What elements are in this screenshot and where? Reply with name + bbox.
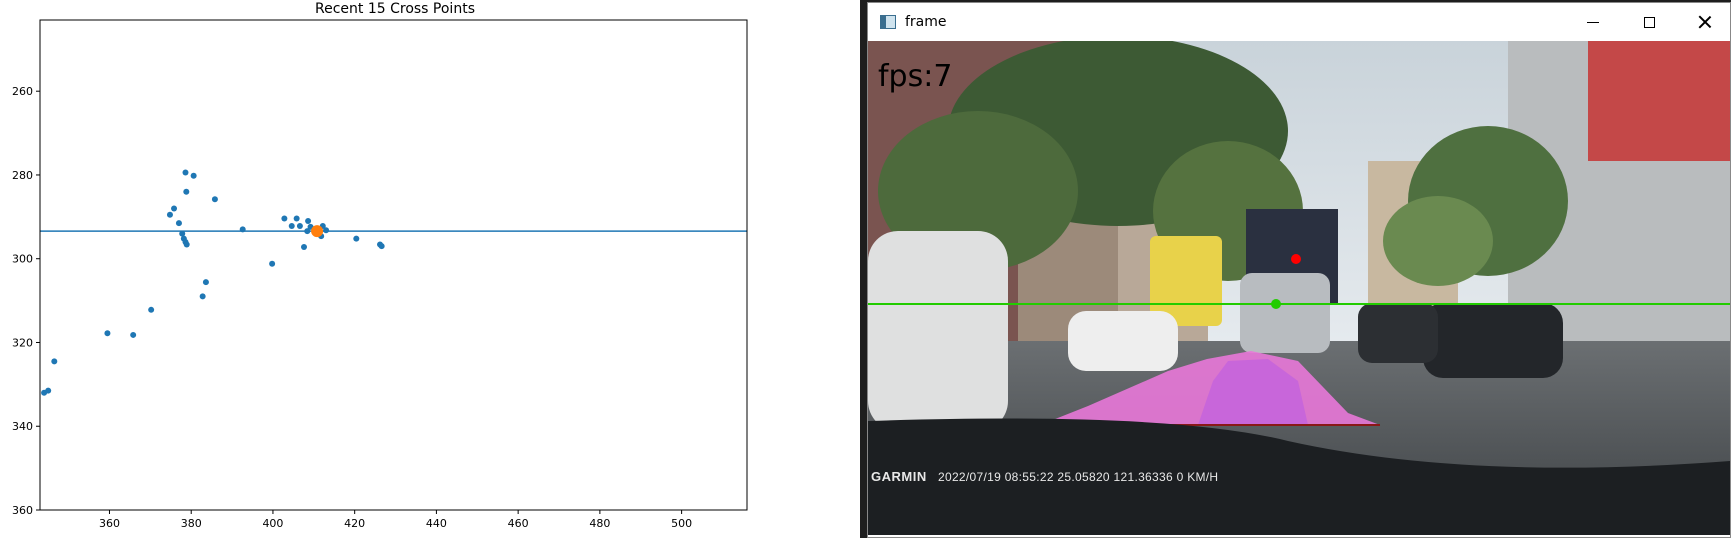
- data-point: [378, 243, 385, 250]
- y-tick-label: 260: [12, 85, 33, 98]
- scatter-plot: Recent 15 Cross Points 360 380 400 420 440 46…: [12, 1, 748, 530]
- data-point: [104, 330, 111, 337]
- data-point: [166, 211, 173, 218]
- white-car-left: [1068, 311, 1178, 371]
- data-point: [353, 235, 360, 242]
- dashcam-overlay-info: 2022/07/19 08:55:22 25.05820 121.36336 0…: [938, 470, 1219, 484]
- data-point: [182, 169, 189, 176]
- axes-frame: [39, 19, 748, 511]
- window-maximize-icon: [1643, 16, 1655, 28]
- data-point: [202, 279, 209, 286]
- data-point: [305, 218, 312, 225]
- vanishing-point-marker: [1291, 254, 1301, 264]
- y-tick-label: 340: [12, 420, 33, 433]
- x-tick-label: 500: [671, 517, 692, 530]
- x-tick-label: 420: [344, 517, 365, 530]
- car-ahead: [1240, 273, 1330, 353]
- video-frame: fps:7: [868, 41, 1730, 535]
- data-point: [51, 358, 58, 365]
- data-point: [148, 306, 155, 313]
- data-point: [190, 172, 197, 179]
- x-tick-label: 440: [426, 517, 447, 530]
- data-point: [296, 223, 303, 230]
- data-point: [183, 188, 190, 195]
- window-minimize-icon: [1587, 21, 1599, 23]
- scatter-plot-panel: Recent 15 Cross Points 360 380 400 420 440 46…: [0, 0, 860, 538]
- y-tick-label: 300: [12, 253, 33, 266]
- data-point: [199, 293, 206, 300]
- dark-car-right: [1358, 303, 1438, 363]
- y-tick-label: 280: [12, 169, 33, 182]
- data-point: [179, 230, 186, 237]
- cross-point-marker: [1271, 299, 1281, 309]
- maximize-button[interactable]: [1620, 3, 1678, 41]
- window-title: frame: [905, 14, 947, 30]
- y-tick-label: 320: [12, 336, 33, 349]
- frame-window: frame: [867, 2, 1731, 538]
- data-point: [183, 241, 190, 248]
- tree-canopy-right-2: [1383, 196, 1493, 286]
- app-window-icon: [880, 15, 896, 29]
- data-point: [175, 220, 182, 227]
- data-point: [301, 243, 308, 250]
- dashboard: [868, 418, 1730, 535]
- store-sign: [1588, 41, 1730, 161]
- x-tick-label: 480: [589, 517, 610, 530]
- chart-title: Recent 15 Cross Points: [315, 1, 475, 17]
- data-point: [288, 223, 295, 230]
- dark-sedan-right: [1423, 303, 1563, 378]
- x-tick-label: 400: [262, 517, 283, 530]
- y-tick-label: 360: [12, 504, 33, 517]
- window-close-icon: [1698, 15, 1712, 29]
- data-point: [269, 260, 276, 267]
- white-suv-left: [868, 231, 1008, 431]
- data-point: [171, 205, 178, 212]
- close-button[interactable]: [1676, 3, 1731, 41]
- current-cross-point: [311, 225, 324, 238]
- data-point: [304, 228, 311, 235]
- dashcam-brand: GARMIN: [871, 469, 927, 484]
- window-titlebar[interactable]: frame: [868, 3, 1730, 41]
- data-point: [323, 227, 330, 234]
- minimize-button[interactable]: [1564, 3, 1622, 41]
- fps-counter: fps:7: [878, 59, 953, 94]
- x-tick-label: 360: [99, 517, 120, 530]
- data-point: [281, 215, 288, 222]
- data-point: [293, 215, 300, 222]
- data-point: [130, 331, 137, 338]
- feature-tracks-center: [1198, 359, 1308, 425]
- data-point: [211, 196, 218, 203]
- data-point: [239, 226, 246, 233]
- x-tick-label: 460: [508, 517, 529, 530]
- x-tick-label: 380: [181, 517, 202, 530]
- data-point: [45, 387, 52, 394]
- dashcam-scene: [868, 41, 1730, 535]
